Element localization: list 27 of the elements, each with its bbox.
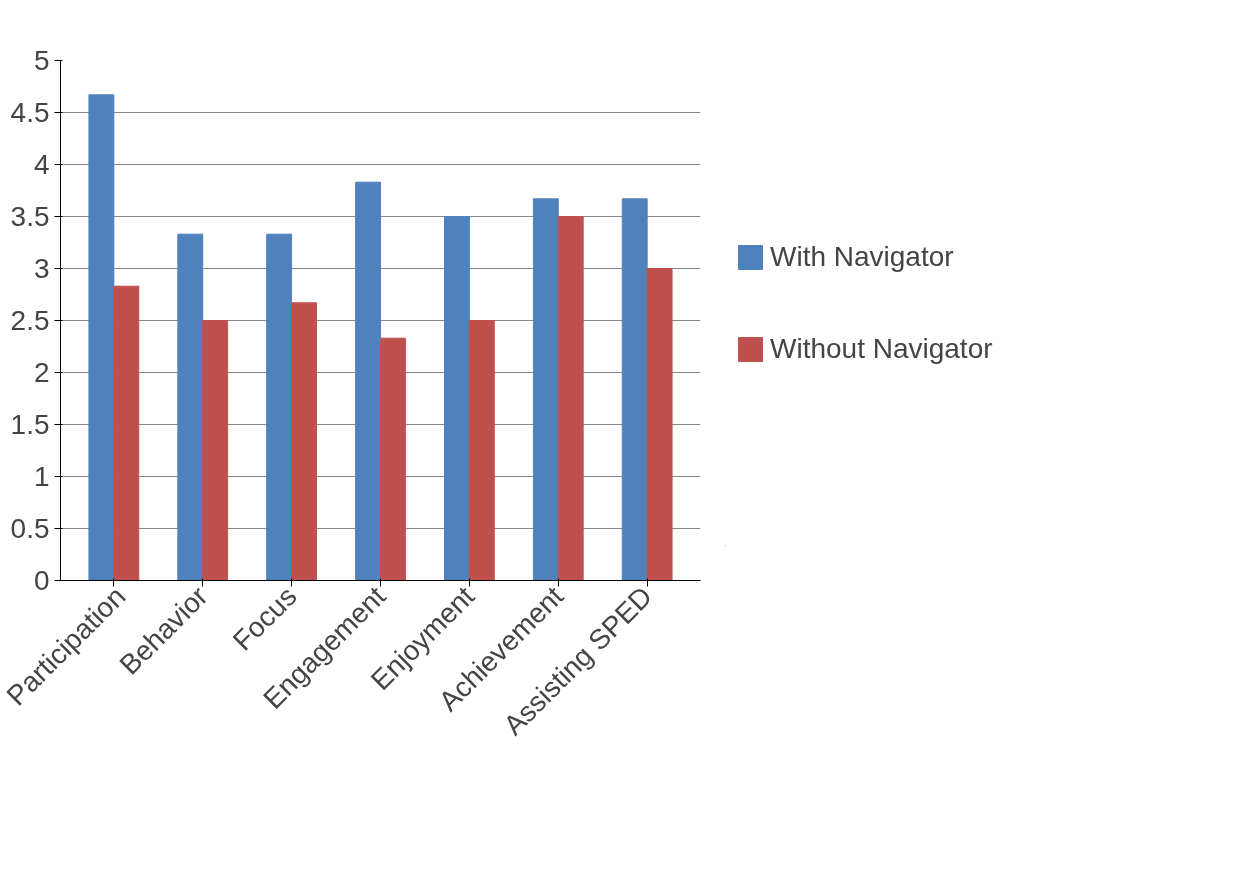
bar (266, 233, 293, 581)
bar (468, 320, 495, 581)
bar (177, 233, 204, 581)
bar (621, 198, 648, 581)
y-tick-label: 5 (33, 45, 50, 76)
y-tick-label: 4.5 (10, 97, 50, 128)
y-tick-label: 0 (33, 565, 50, 596)
bar (88, 94, 115, 581)
bar (646, 268, 673, 581)
legend-label: Without Navigator (770, 332, 993, 365)
bar (444, 216, 470, 581)
y-tick-label: 2 (33, 357, 50, 388)
y-tick-label: 3.5 (10, 201, 50, 232)
bar (557, 216, 584, 581)
y-tick-label: 3 (33, 253, 50, 284)
bar (113, 285, 140, 581)
y-tick-label: 1 (33, 461, 50, 492)
legend-label: With Navigator (770, 240, 954, 273)
bar (380, 337, 406, 581)
y-tick-label: 2.5 (10, 305, 50, 336)
y-tick-label: 4 (33, 149, 50, 180)
bar (291, 302, 317, 581)
bar (532, 198, 559, 581)
bar (202, 320, 229, 581)
y-tick-label: 0.5 (10, 513, 50, 544)
bar (355, 181, 381, 581)
y-tick-label: 1.5 (10, 409, 50, 440)
